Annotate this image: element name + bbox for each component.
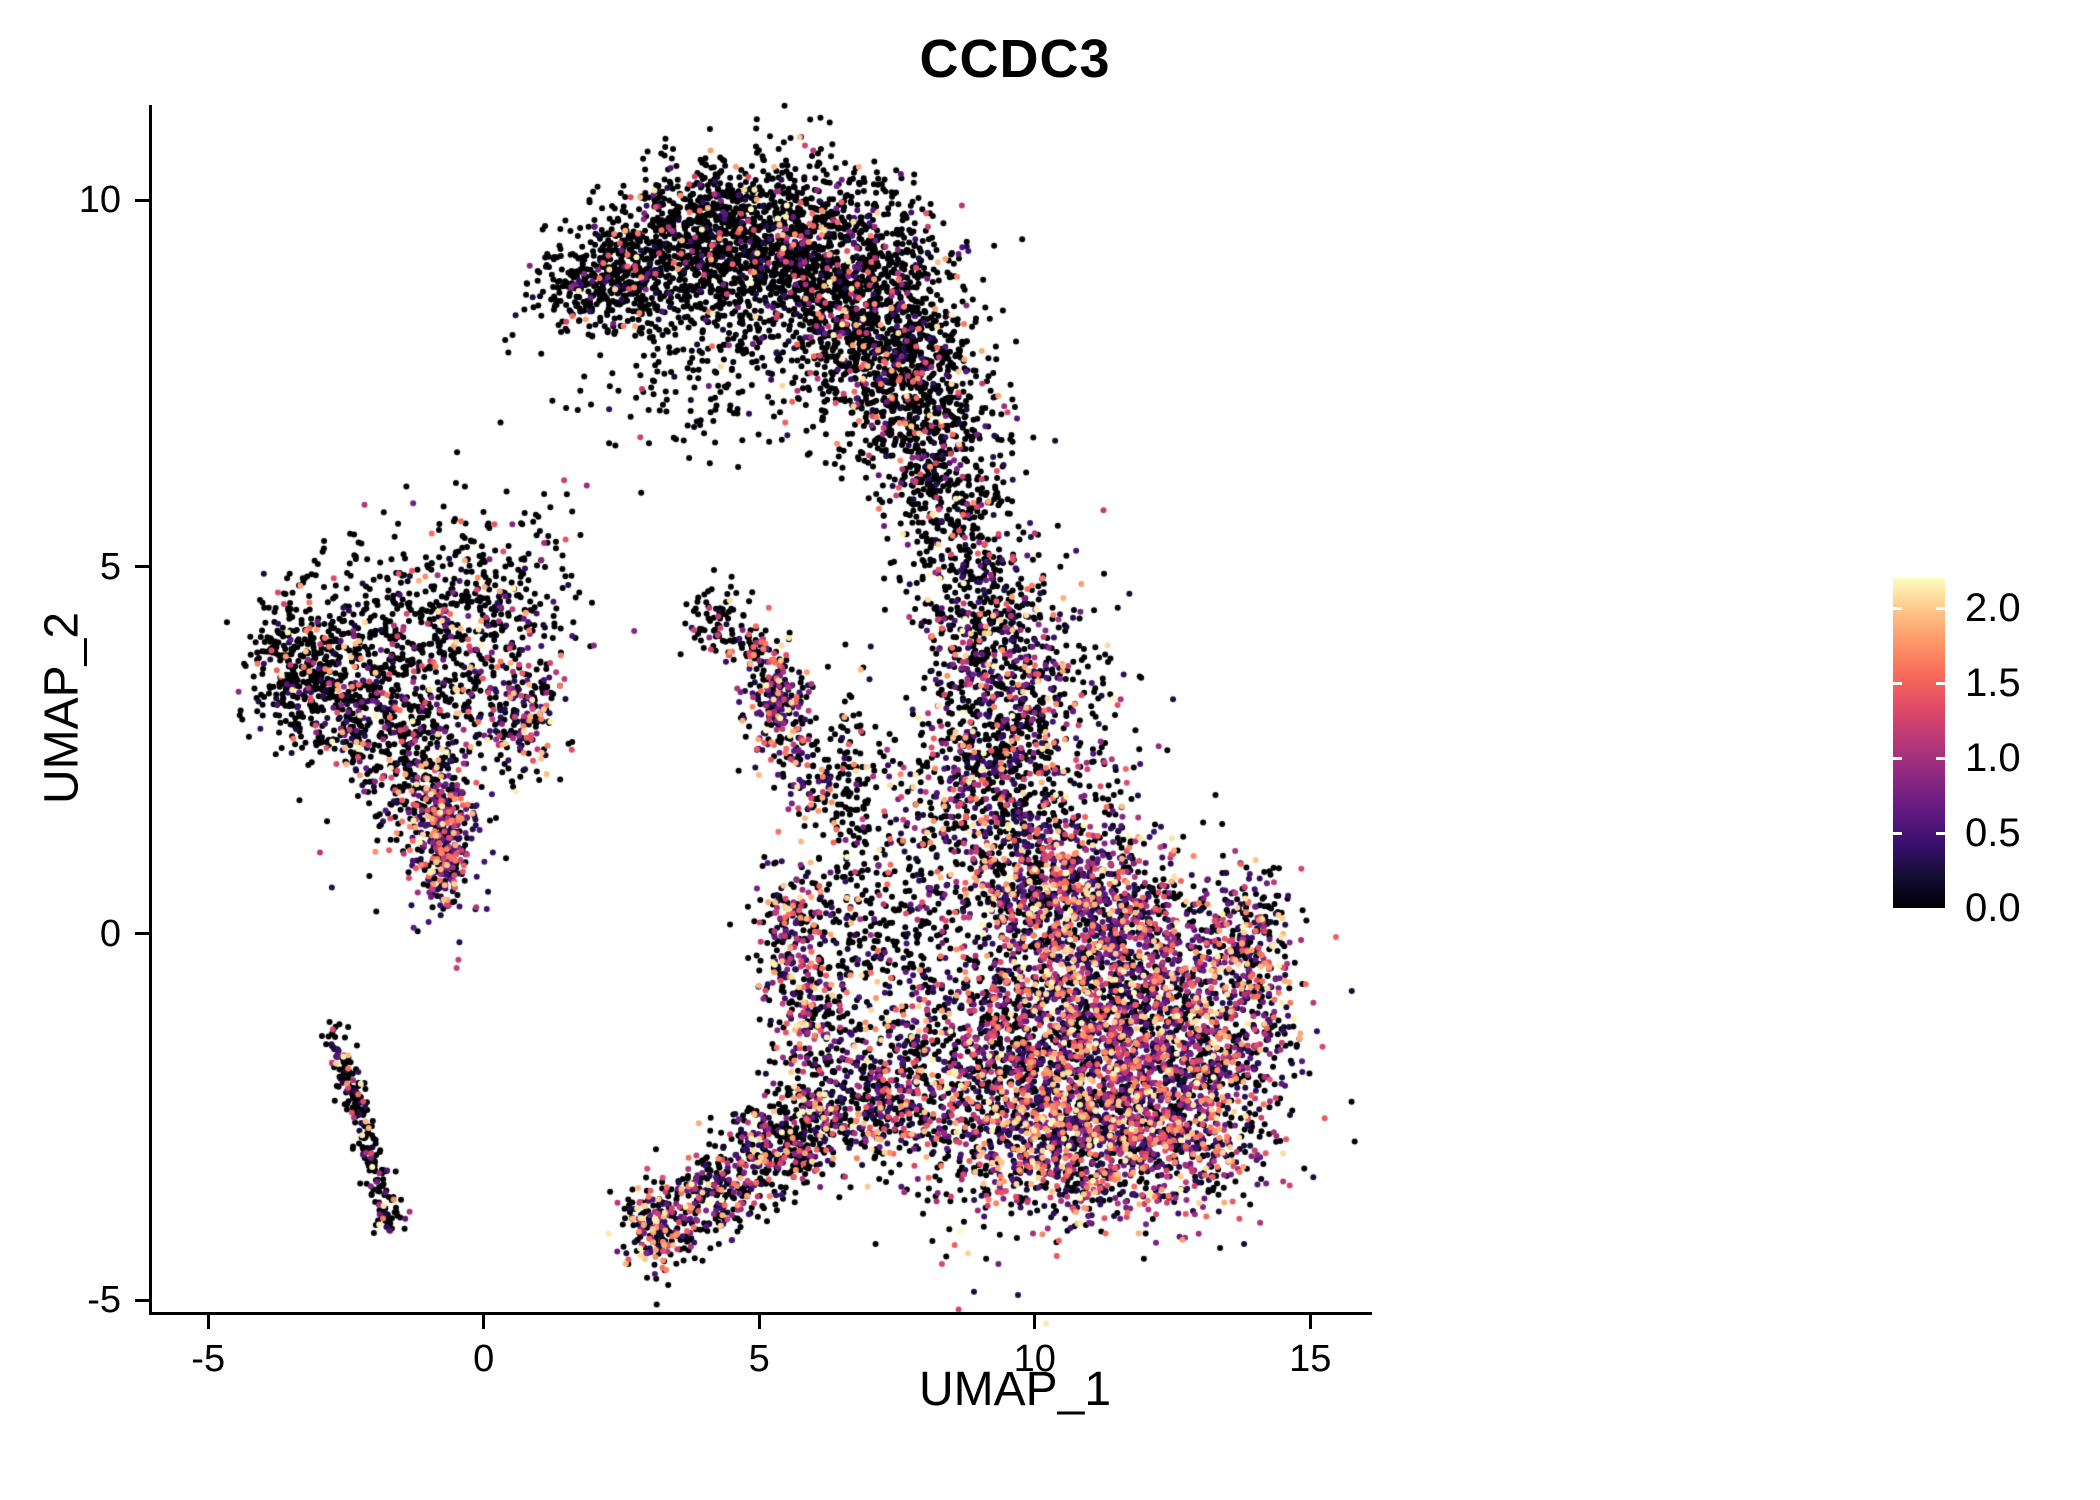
x-tick-label: 5 <box>748 1338 770 1380</box>
plot-title: CCDC3 <box>919 29 1111 89</box>
colorbar-tick-mark <box>1936 606 1945 610</box>
x-tick-mark <box>1033 1315 1037 1329</box>
y-tick-label: -5 <box>87 1279 121 1322</box>
x-tick-label: 15 <box>1289 1338 1332 1380</box>
colorbar-tick-label: 1.5 <box>1965 661 2021 705</box>
y-axis-label: UMAP_2 <box>35 611 89 805</box>
y-tick-mark <box>135 932 149 936</box>
y-axis-line <box>149 105 152 1315</box>
colorbar-legend: 2.0 1.5 1.0 0.5 0.0 <box>1893 578 2100 938</box>
colorbar-gradient <box>1893 578 1945 908</box>
colorbar-tick-label: 2.0 <box>1965 586 2021 630</box>
x-tick-mark <box>757 1315 761 1329</box>
y-tick-label: 5 <box>99 545 121 588</box>
x-tick-mark <box>206 1315 210 1329</box>
y-tick-mark <box>135 565 149 569</box>
colorbar-tick-label: 0.0 <box>1965 886 2021 930</box>
x-tick-label: 10 <box>1013 1338 1056 1380</box>
colorbar-tick-mark <box>1893 831 1902 835</box>
x-axis-label: UMAP_1 <box>918 1363 1112 1416</box>
y-tick-label: 0 <box>99 912 121 955</box>
colorbar-tick-mark <box>1936 831 1945 835</box>
colorbar-tick-mark <box>1936 756 1945 760</box>
colorbar-tick-label: 0.5 <box>1965 811 2021 855</box>
colorbar-tick-mark <box>1893 681 1902 685</box>
x-tick-label: 0 <box>473 1338 495 1380</box>
colorbar-tick-mark <box>1893 756 1902 760</box>
colorbar-tick-label: 1.0 <box>1965 736 2021 780</box>
colorbar-tick-mark <box>1936 681 1945 685</box>
x-tick-label: -5 <box>191 1338 226 1380</box>
x-tick-mark <box>482 1315 486 1329</box>
x-axis-line <box>149 1312 1372 1315</box>
y-tick-mark <box>135 1298 149 1302</box>
y-tick-label: 10 <box>78 179 121 222</box>
colorbar-tick-mark <box>1893 606 1902 610</box>
y-tick-mark <box>135 198 149 202</box>
x-tick-mark <box>1308 1315 1312 1329</box>
